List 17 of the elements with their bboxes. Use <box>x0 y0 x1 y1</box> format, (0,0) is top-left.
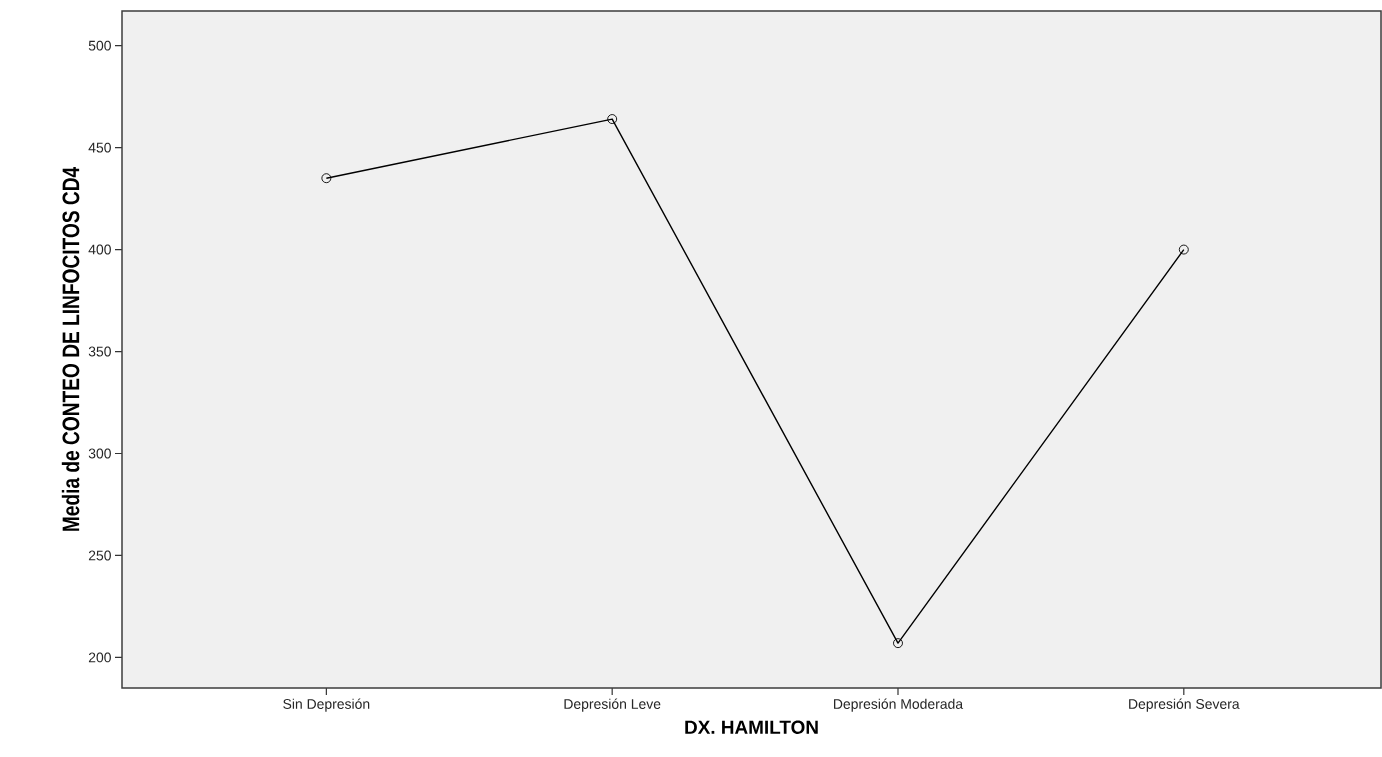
y-tick-label: 450 <box>88 142 111 153</box>
x-axis-title: DX. HAMILTON <box>685 720 818 734</box>
x-tick-label: Depresión Moderada <box>834 698 964 712</box>
y-tick-label: 200 <box>88 652 111 663</box>
x-tick-label: Sin Depresión <box>283 698 370 712</box>
point <box>893 638 903 649</box>
y-tick-label: 300 <box>88 448 111 459</box>
point <box>607 114 618 125</box>
y-tick-label: 500 <box>88 40 111 51</box>
y-axis-title: Media de CONTEO DE LINFOCITOS CD4 <box>61 166 80 531</box>
y-tick-label: 350 <box>88 346 111 357</box>
point <box>321 173 332 184</box>
x-tick-label: Depresión Leve <box>564 698 661 712</box>
point <box>1178 244 1189 255</box>
y-tick-label: 400 <box>88 244 111 255</box>
x-tick-label: Depresión Severa <box>1129 698 1240 712</box>
y-tick-label: 250 <box>88 550 111 561</box>
